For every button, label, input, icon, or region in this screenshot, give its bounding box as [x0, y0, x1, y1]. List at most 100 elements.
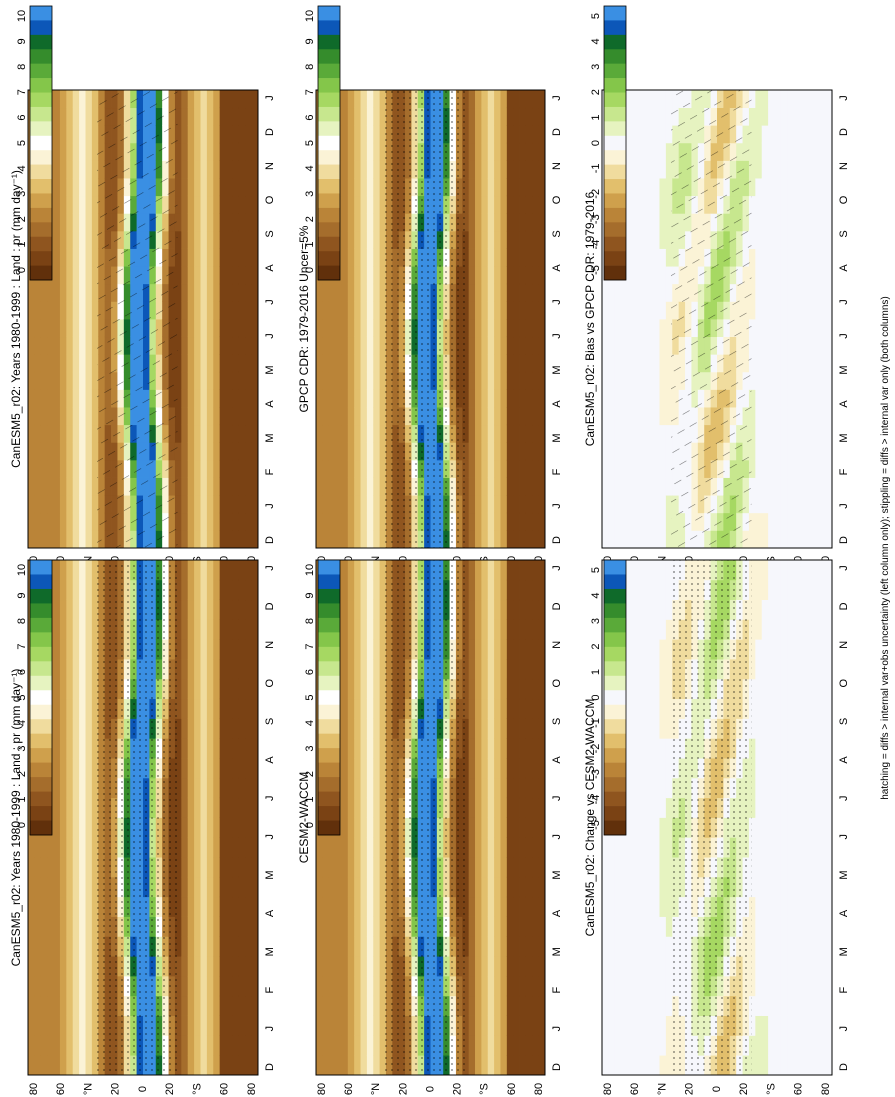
heatmap-cell [206, 213, 214, 232]
heatmap-cell [800, 512, 807, 531]
heatmap-cell [475, 266, 482, 285]
heatmap-cell [513, 459, 520, 478]
heatmap-cell [85, 442, 93, 461]
heatmap-cell [174, 248, 182, 267]
heatmap-cell [206, 178, 214, 197]
heatmap-cell [659, 512, 667, 531]
heatmap-cell [793, 90, 801, 109]
heatmap-cell [354, 195, 361, 214]
heatmap-cell [780, 90, 788, 109]
heatmap-cell [34, 459, 42, 478]
heatmap-cell [627, 160, 635, 179]
heatmap-cell [53, 975, 61, 997]
month-tick-label: A [264, 400, 276, 408]
heatmap-cell [187, 512, 195, 531]
heatmap-cell [787, 371, 795, 390]
heatmap-cell [538, 579, 546, 601]
heatmap-cell [462, 266, 470, 285]
heatmap-cell [79, 301, 86, 320]
heatmap-cell [366, 956, 374, 977]
colorbar-label: 10 [16, 10, 28, 22]
heatmap-cell [608, 336, 616, 355]
heatmap-cell [91, 560, 99, 581]
heatmap-cell [213, 495, 221, 514]
heatmap-cell [219, 817, 227, 838]
heatmap-cell [91, 698, 99, 719]
heatmap-cell [780, 336, 788, 355]
heatmap-cell [341, 817, 349, 838]
heatmap-cell [79, 956, 86, 977]
heatmap-cell [251, 354, 259, 373]
heatmap-cell [481, 777, 489, 799]
heatmap-cell [213, 956, 221, 977]
heatmap-cell [748, 178, 756, 197]
heatmap-cell [519, 619, 527, 640]
heatmap-cell [59, 797, 67, 818]
heatmap-cell [812, 125, 820, 144]
heatmap-cell [627, 512, 635, 531]
heatmap-cell [66, 354, 74, 373]
heatmap-cell [627, 107, 635, 126]
heatmap-cell [354, 125, 361, 144]
heatmap-cell [79, 698, 86, 719]
heatmap-cell [72, 579, 80, 601]
heatmap-cell [519, 936, 527, 957]
heatmap-cell [373, 371, 381, 390]
heatmap-cell [238, 639, 246, 660]
heatmap-cell [519, 777, 527, 799]
heatmap-cell [468, 178, 476, 197]
heatmap-cell [532, 758, 540, 779]
heatmap-cell [47, 837, 54, 858]
month-tick-label: M [551, 433, 563, 442]
heatmap-cell [468, 495, 476, 514]
heatmap-cell [774, 530, 782, 549]
month-tick-label: M [551, 947, 563, 956]
heatmap-cell [627, 495, 635, 514]
heatmap-cell [659, 230, 667, 249]
heatmap-cell [506, 777, 514, 799]
heatmap-cell [187, 354, 195, 373]
heatmap-cell [602, 530, 609, 549]
heatmap-cell [640, 336, 648, 355]
heatmap-cell [513, 160, 520, 179]
heatmap-cell [316, 956, 323, 977]
heatmap-cell [646, 301, 654, 320]
heatmap-cell [85, 495, 93, 514]
heatmap-cell [360, 319, 368, 338]
heatmap-cell [40, 371, 48, 390]
heatmap-cell [519, 142, 527, 161]
heatmap-cell [53, 354, 61, 373]
heatmap-cell [232, 1035, 240, 1056]
colorbar-swatch [30, 791, 52, 807]
heatmap-cell [322, 389, 330, 408]
heatmap-cell [238, 857, 246, 878]
heatmap-cell [513, 424, 520, 443]
heatmap-cell [793, 407, 801, 426]
heatmap-cell [251, 283, 259, 302]
heatmap-cell [825, 407, 833, 426]
heatmap-cell [646, 230, 654, 249]
heatmap-cell [621, 336, 628, 355]
heatmap-cell [53, 579, 61, 601]
heatmap-cell [40, 512, 48, 531]
heatmap-cell [53, 1035, 61, 1056]
heatmap-cell [335, 876, 342, 898]
heatmap-cell [206, 495, 214, 514]
heatmap-cell [238, 698, 246, 719]
heatmap-cell [91, 248, 99, 267]
heatmap-cell [28, 495, 35, 514]
colorbar-swatch [604, 34, 626, 50]
heatmap-cell [500, 619, 508, 640]
heatmap-cell [245, 995, 253, 1016]
heatmap-cell [627, 442, 635, 461]
heatmap-cell [66, 738, 74, 759]
heatmap-cell [602, 424, 609, 443]
heatmap-cell [238, 230, 246, 249]
panel-5: 80 60 °N 20 0 20 °S 60 80DJFMAMJJASONDJCESM2-WAC… [297, 559, 563, 1095]
heatmap-cell [328, 424, 336, 443]
heatmap-cell [462, 896, 470, 917]
heatmap-cell [513, 896, 520, 917]
heatmap-cell [373, 1015, 381, 1036]
heatmap-cell [379, 90, 387, 109]
month-tick-label: J [264, 796, 276, 802]
